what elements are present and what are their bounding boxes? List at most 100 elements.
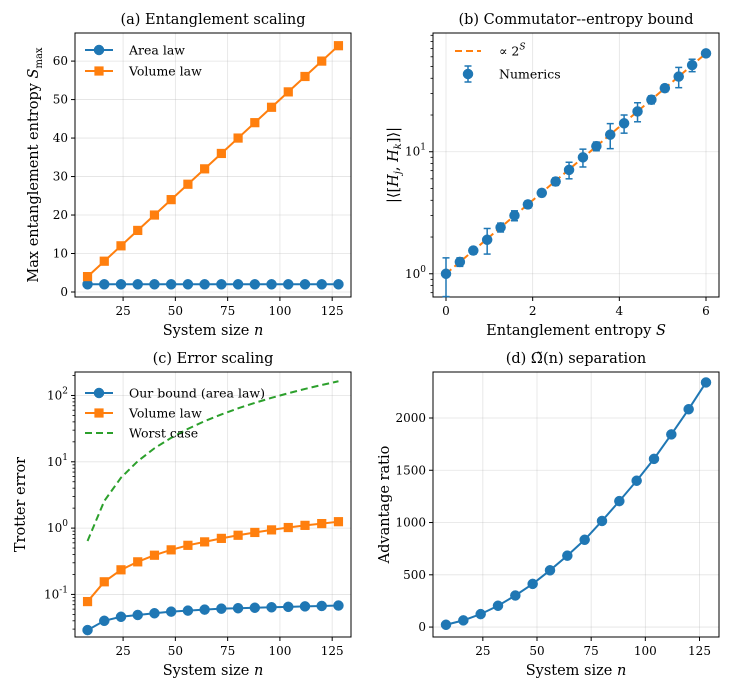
data-point	[132, 609, 143, 621]
data-point	[183, 179, 193, 189]
data-point	[283, 522, 293, 533]
data-point	[149, 550, 160, 560]
data-point	[591, 140, 602, 152]
x-tick-label: 125	[321, 304, 344, 318]
legend-label: Our bound (area law)	[129, 386, 265, 401]
data-point	[673, 71, 684, 82]
legend: Area law Volume law	[85, 43, 202, 79]
x-tick-label: 125	[321, 644, 344, 658]
data-point	[249, 602, 261, 613]
series-area-law	[82, 279, 344, 290]
chart-title: (a) Entanglement scaling	[120, 12, 305, 28]
x-tick-label: 25	[115, 304, 130, 318]
x-axis: 25 50 75 100 125	[115, 297, 344, 318]
data-point	[166, 545, 176, 555]
data-point	[165, 606, 177, 617]
legend-marker	[94, 408, 104, 418]
y-tick-label: 102	[47, 386, 68, 402]
axes-frame	[74, 32, 352, 298]
y-axis: 0 500 1000 1500 2000	[395, 411, 433, 634]
y-tick-label: 10-1	[44, 585, 68, 601]
data-point	[115, 279, 127, 290]
data-point	[266, 525, 277, 535]
axes-frame	[432, 371, 720, 638]
data-point	[686, 59, 698, 71]
data-point	[666, 429, 677, 440]
data-point	[632, 106, 643, 117]
data-point	[492, 600, 504, 611]
panel-d: 25 50 75 100 125 0 500 1000 1500 2000 (d) Ω̃(n) se…	[377, 351, 720, 679]
data-point	[232, 279, 244, 290]
data-point	[596, 515, 608, 527]
grid	[75, 33, 351, 297]
data-point	[468, 245, 479, 256]
data-point	[165, 279, 177, 290]
panel-a: 25 50 75 100 125 0 10 20 30 40 50 60 (a) Entanglemen…	[26, 12, 352, 339]
data-point	[182, 605, 194, 616]
data-point	[216, 533, 226, 543]
data-point	[99, 577, 109, 587]
data-point	[166, 195, 176, 205]
data-point	[200, 164, 210, 174]
data-point	[99, 279, 110, 290]
data-point	[99, 615, 110, 627]
data-point	[133, 225, 143, 236]
data-point	[317, 518, 327, 529]
data-point	[648, 453, 660, 465]
panel-b: 0 2 4 6 100 101 (b) Commutator--entropy bound E…	[386, 12, 720, 339]
y-tick-label: 40	[53, 131, 68, 145]
x-axis: 25 50 75 100 125	[115, 637, 344, 658]
x-axis-label: System size n	[163, 323, 264, 339]
data-point	[646, 94, 657, 105]
data-point	[266, 279, 277, 290]
legend-label: Numerics	[499, 67, 561, 82]
x-axis-label: System size n	[163, 663, 264, 679]
data-point	[333, 600, 344, 611]
data-point	[199, 604, 210, 615]
grid	[75, 372, 351, 637]
data-point	[300, 520, 310, 530]
data-point	[333, 41, 344, 51]
data-point	[316, 279, 327, 290]
x-axis: 25 50 75 100 125	[475, 637, 711, 658]
data-point	[283, 87, 293, 97]
series-line	[86, 520, 339, 603]
data-point	[577, 152, 589, 163]
y-axis: 100 101	[405, 34, 433, 294]
data-point	[216, 603, 227, 614]
data-point	[458, 615, 469, 626]
data-point	[454, 256, 466, 268]
axes-frame	[74, 371, 352, 638]
data-point	[283, 601, 294, 613]
data-point	[299, 601, 311, 612]
data-point	[475, 608, 486, 620]
grid	[433, 33, 719, 297]
y-tick-label: 60	[53, 54, 68, 68]
data-point	[250, 118, 260, 128]
data-point	[82, 624, 93, 636]
data-point	[614, 495, 625, 507]
data-point	[232, 602, 244, 614]
data-point	[631, 475, 642, 486]
data-point	[266, 102, 277, 112]
data-point	[82, 596, 93, 607]
series-numerics	[440, 48, 712, 298]
x-tick-label: 2	[529, 304, 537, 318]
data-point	[133, 557, 143, 567]
x-tick-label: 75	[220, 644, 235, 658]
chart-title: (b) Commutator--entropy bound	[458, 12, 693, 28]
y-axis: 0 10 20 30 40 50 60	[53, 54, 75, 299]
y-tick-label: 0	[418, 620, 426, 634]
data-point	[683, 403, 694, 415]
axes-frame	[432, 32, 720, 298]
data-point	[182, 279, 194, 290]
data-point	[333, 279, 344, 290]
y-tick-label: 20	[53, 208, 68, 222]
data-point	[495, 222, 506, 233]
x-tick-label: 100	[268, 304, 291, 318]
x-tick-label: 25	[475, 644, 490, 658]
x-tick-label: 6	[702, 304, 710, 318]
series-line	[445, 381, 707, 626]
data-point	[149, 608, 160, 619]
